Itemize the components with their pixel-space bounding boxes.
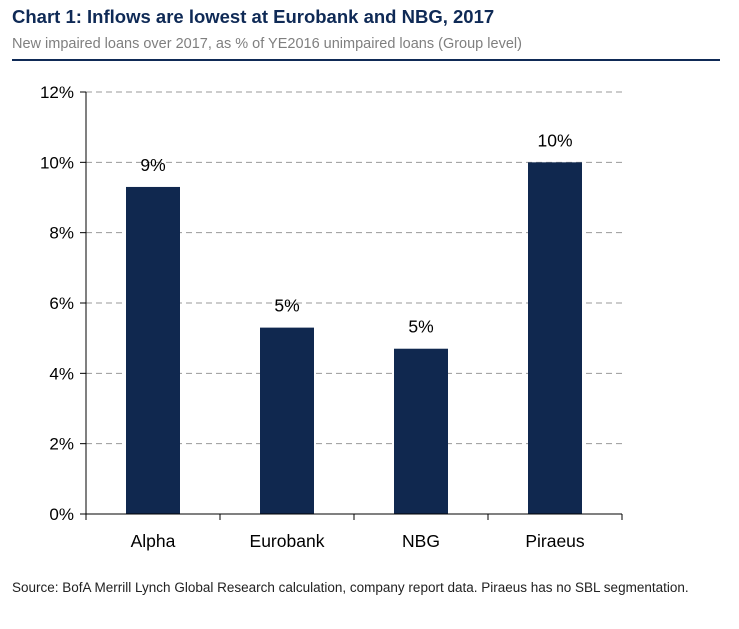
bar-chart: 0% 2% 4% 6% 8% 10% 12% 9% Alpha 5% Eurobank 5% NBG 10… — [40, 83, 623, 551]
data-label-piraeus: 10% — [537, 130, 572, 150]
y-tick-label: 2% — [49, 435, 74, 454]
bar-nbg — [394, 348, 448, 514]
x-category-label: Alpha — [131, 531, 176, 551]
labels: 0% 2% 4% 6% 8% 10% 12% 9% Alpha 5% Eurobank 5% NBG 10… — [40, 83, 585, 551]
data-label-nbg: 5% — [408, 317, 433, 337]
y-tick-label: 12% — [40, 83, 74, 102]
chart-title: Chart 1: Inflows are lowest at Eurobank … — [12, 6, 495, 27]
y-tick-label: 8% — [49, 224, 74, 243]
y-tick-label: 10% — [40, 153, 74, 172]
title-divider — [12, 59, 720, 61]
y-tick-label: 6% — [49, 294, 74, 313]
bar-piraeus — [528, 162, 582, 515]
source-note: Source: BofA Merrill Lynch Global Resear… — [12, 580, 689, 595]
axes — [80, 91, 623, 520]
y-tick-label: 4% — [49, 364, 74, 383]
data-label-alpha: 9% — [140, 155, 165, 175]
bar-eurobank — [260, 327, 314, 514]
x-category-label: Eurobank — [250, 531, 325, 551]
bars — [126, 162, 582, 515]
data-label-eurobank: 5% — [274, 296, 299, 316]
y-tick-label: 0% — [49, 505, 74, 524]
x-category-label: NBG — [402, 531, 440, 551]
x-category-label: Piraeus — [525, 531, 585, 551]
bar-alpha — [126, 186, 180, 514]
chart-subtitle: New impaired loans over 2017, as % of YE… — [12, 36, 522, 52]
